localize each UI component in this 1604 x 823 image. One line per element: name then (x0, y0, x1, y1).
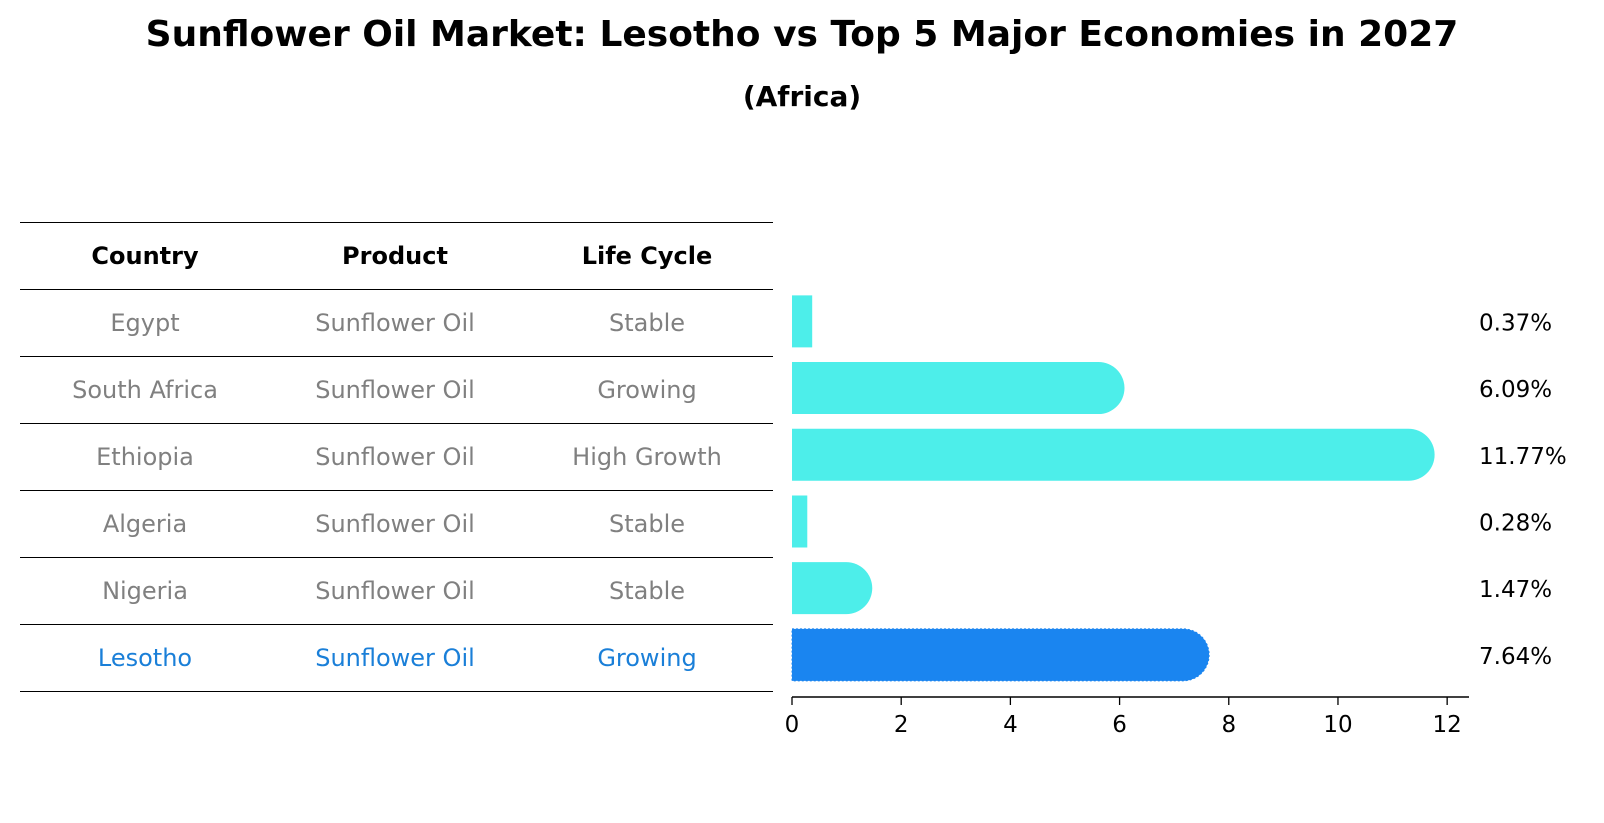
table-row: Egypt Sunflower Oil Stable (20, 289, 773, 356)
bar-egypt (792, 295, 813, 348)
bar-value-label: 11.77% (1479, 444, 1567, 470)
x-tick-label: 4 (1003, 712, 1018, 738)
table-row: Ethiopia Sunflower Oil High Growth (20, 423, 773, 490)
cell-product: Sunflower Oil (315, 577, 475, 605)
chart-subtitle: (Africa) (742, 80, 862, 113)
bar-value-label: 7.64% (1479, 644, 1552, 670)
cell-life-cycle: Stable (608, 577, 686, 605)
header-product: Product (342, 242, 448, 270)
bar-value-label: 0.37% (1479, 310, 1552, 336)
cell-product: Sunflower Oil (315, 510, 475, 538)
header-life-cycle: Life Cycle (581, 242, 713, 270)
cell-country: Nigeria (102, 577, 188, 605)
bar-south-africa (792, 362, 1125, 415)
cell-life-cycle: Growing (597, 644, 697, 672)
header-country: Country (91, 242, 199, 270)
cell-country: Algeria (102, 510, 188, 538)
cell-country: Lesotho (97, 644, 193, 672)
x-tick-label: 10 (1323, 712, 1352, 738)
cell-product: Sunflower Oil (315, 443, 475, 471)
table-row-highlighted: Lesotho Sunflower Oil Growing (20, 624, 773, 692)
cell-product: Sunflower Oil (315, 644, 475, 672)
bar-ethiopia (792, 428, 1435, 481)
bar-value-label: 1.47% (1479, 577, 1552, 603)
x-tick-label: 8 (1221, 712, 1236, 738)
x-tick-label: 6 (1112, 712, 1127, 738)
table-row: Nigeria Sunflower Oil Stable (20, 557, 773, 624)
x-tick-label: 0 (785, 712, 800, 738)
bar-nigeria (792, 562, 873, 615)
cell-life-cycle: Stable (608, 309, 686, 337)
bar-value-label: 0.28% (1479, 510, 1552, 536)
x-tick-label: 12 (1433, 712, 1462, 738)
table-header-row: Country Product Life Cycle (20, 222, 773, 289)
cell-country: South Africa (72, 376, 218, 404)
bar-lesotho (791, 628, 1210, 682)
cell-life-cycle: High Growth (572, 443, 722, 471)
cell-life-cycle: Stable (608, 510, 686, 538)
chart-title: Sunflower Oil Market: Lesotho vs Top 5 M… (145, 14, 1459, 55)
cell-country: Ethiopia (96, 443, 194, 471)
data-table: Country Product Life Cycle Egypt Sunflow… (20, 222, 773, 692)
x-tick-label: 2 (894, 712, 909, 738)
bar-value-label: 6.09% (1479, 377, 1552, 403)
cell-product: Sunflower Oil (315, 309, 475, 337)
bar-algeria (792, 495, 808, 548)
table-row: Algeria Sunflower Oil Stable (20, 490, 773, 557)
cell-life-cycle: Growing (597, 376, 697, 404)
table-row: South Africa Sunflower Oil Growing (20, 356, 773, 423)
cell-product: Sunflower Oil (315, 376, 475, 404)
cell-country: Egypt (110, 309, 180, 337)
